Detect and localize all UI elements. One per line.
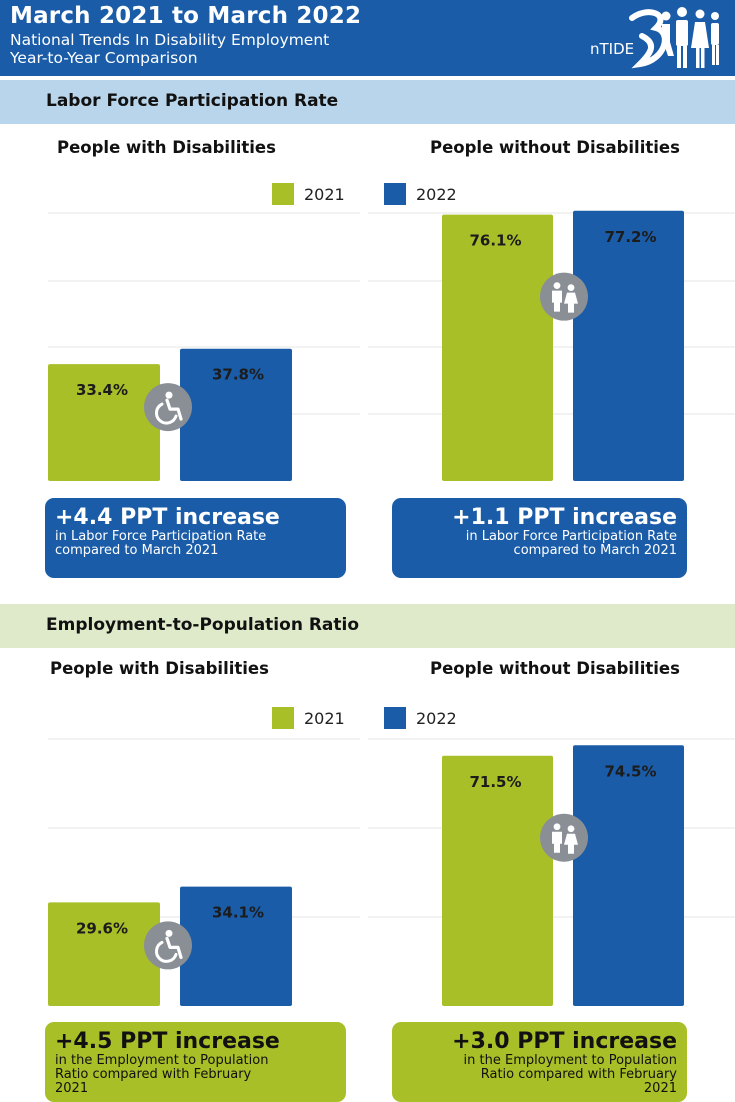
chart-epop-svg: 29.6% 34.1% 71.5% 74.5% xyxy=(48,738,735,1006)
chart-epop: 29.6% 34.1% 71.5% 74.5% xyxy=(0,730,735,1010)
data-label-2022-1: 77.2% xyxy=(604,228,656,246)
logo-text: nTIDE xyxy=(590,40,635,58)
bar-2021-1 xyxy=(442,755,553,1006)
callout-detail-line2: Ratio compared with February xyxy=(55,1067,252,1082)
bar-2022-0 xyxy=(180,886,292,1006)
bar-2022-0 xyxy=(180,348,292,481)
legend-label-2021: 2021 xyxy=(304,708,345,728)
callout-epop-with-disabilities: +4.5 PPT increase in the Employment to P… xyxy=(45,1022,346,1102)
callout-lfpr-with-disabilities: +4.4 PPT increase in Labor Force Partici… xyxy=(45,498,346,578)
legend-swatch-2022 xyxy=(384,707,406,729)
page-title: March 2021 to March 2022 xyxy=(10,3,362,29)
section-band-lfpr: Labor Force Participation Rate xyxy=(0,80,735,124)
callout-epop-without-disabilities: +3.0 PPT increase in the Employment to P… xyxy=(392,1022,687,1102)
section-title-lfpr: Labor Force Participation Rate xyxy=(46,91,339,111)
logo-people-icon xyxy=(629,7,719,69)
callout-detail-line2: Ratio compared with February xyxy=(480,1067,677,1082)
section-band-epop: Employment-to-Population Ratio xyxy=(0,604,735,648)
legend-item-2021: 2021 xyxy=(272,705,345,731)
callout-headline: +3.0 PPT increase xyxy=(452,1029,677,1054)
legend-item-2022: 2022 xyxy=(384,705,457,731)
people-icon xyxy=(540,272,588,321)
legend-swatch-2021 xyxy=(272,183,294,205)
bar-2022-1 xyxy=(573,745,684,1006)
ntide-logo: nTIDE xyxy=(586,4,726,72)
page-subtitle-line1: National Trends In Disability Employment xyxy=(10,31,330,49)
callout-headline: +4.5 PPT increase xyxy=(55,1029,280,1054)
callout-detail-line1: in the Employment to Population xyxy=(463,1053,677,1068)
data-label-2021-0: 29.6% xyxy=(76,919,128,937)
callout-detail-line1: in Labor Force Participation Rate xyxy=(55,529,267,544)
legend-lfpr: 2021 2022 xyxy=(0,181,735,207)
page-subtitle-line2: Year-to-Year Comparison xyxy=(10,49,198,67)
data-label-2021-1: 76.1% xyxy=(469,232,521,250)
callout-lfpr-without-disabilities: +1.1 PPT increase in Labor Force Partici… xyxy=(392,498,687,578)
legend-item-2022: 2022 xyxy=(384,181,457,207)
chart-lfpr: 33.4% 37.8% 76.1% 77.2% xyxy=(0,205,735,485)
legend-swatch-2021 xyxy=(272,707,294,729)
group-title-without-disabilities-1: People without Disabilities xyxy=(430,138,680,157)
data-label-2022-0: 37.8% xyxy=(212,366,264,384)
data-label-2021-0: 33.4% xyxy=(76,381,128,399)
data-label-2022-0: 34.1% xyxy=(212,904,264,922)
callout-headline: +4.4 PPT increase xyxy=(55,505,280,530)
callout-detail-line3: 2021 xyxy=(643,1081,677,1096)
legend-epop: 2021 2022 xyxy=(0,705,735,731)
legend-label-2022: 2022 xyxy=(416,708,457,728)
bar-2021-0 xyxy=(48,902,160,1006)
legend-label-2022: 2022 xyxy=(416,184,457,204)
callout-detail-line3: 2021 xyxy=(55,1081,89,1096)
bar-2022-1 xyxy=(573,210,684,482)
group-title-without-disabilities-2: People without Disabilities xyxy=(430,659,680,678)
legend-swatch-2022 xyxy=(384,183,406,205)
legend-label-2021: 2021 xyxy=(304,184,345,204)
section-title-epop: Employment-to-Population Ratio xyxy=(46,615,360,635)
header-banner: March 2021 to March 2022 National Trends… xyxy=(0,0,735,76)
callout-detail-line1: in the Employment to Population xyxy=(55,1053,269,1068)
callout-detail-line2: compared to March 2021 xyxy=(55,543,219,558)
bar-2021-0 xyxy=(48,364,160,481)
callout-detail-line1: in Labor Force Participation Rate xyxy=(465,529,677,544)
data-label-2022-1: 74.5% xyxy=(604,762,656,780)
group-title-with-disabilities-1: People with Disabilities xyxy=(57,138,276,157)
chart-lfpr-svg: 33.4% 37.8% 76.1% 77.2% xyxy=(48,210,735,482)
callout-headline: +1.1 PPT increase xyxy=(452,505,677,530)
people-icon xyxy=(540,813,588,862)
data-label-2021-1: 71.5% xyxy=(469,773,521,791)
bar-2021-1 xyxy=(442,214,553,481)
wheelchair-icon xyxy=(144,383,192,432)
callout-detail-line2: compared to March 2021 xyxy=(513,543,677,558)
wheelchair-icon xyxy=(144,921,192,970)
legend-item-2021: 2021 xyxy=(272,181,345,207)
group-title-with-disabilities-2: People with Disabilities xyxy=(50,659,269,678)
